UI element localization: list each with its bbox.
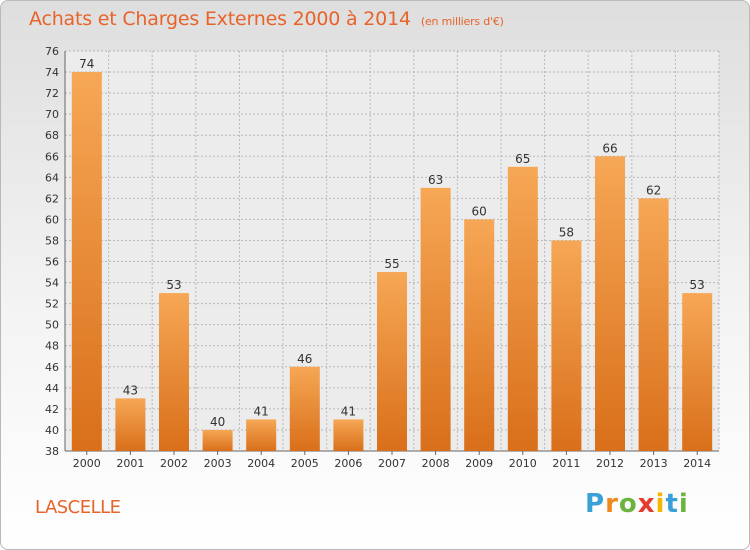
bar-2005 bbox=[289, 366, 320, 451]
bar-2009 bbox=[464, 219, 495, 451]
bar-2003 bbox=[202, 429, 233, 451]
y-tick-label: 42 bbox=[45, 403, 59, 416]
x-tick-label: 2007 bbox=[378, 457, 406, 470]
x-tick-label: 2011 bbox=[552, 457, 580, 470]
y-tick-label: 38 bbox=[45, 445, 59, 458]
y-tick-label: 64 bbox=[45, 171, 59, 184]
logo-letter: t bbox=[665, 489, 679, 519]
x-tick-label: 2012 bbox=[596, 457, 624, 470]
data-label-2006: 41 bbox=[341, 404, 356, 418]
logo-letter: i bbox=[655, 489, 666, 519]
y-tick-label: 54 bbox=[45, 277, 59, 290]
bar-2014 bbox=[682, 293, 713, 451]
bar-2008 bbox=[420, 187, 451, 451]
x-tick-label: 2004 bbox=[247, 457, 275, 470]
bar-2006 bbox=[333, 419, 364, 451]
y-tick-label: 50 bbox=[45, 319, 59, 332]
x-tick-label: 2008 bbox=[422, 457, 450, 470]
logo-letter: o bbox=[618, 489, 638, 519]
y-tick-label: 68 bbox=[45, 129, 59, 142]
data-label-2000: 74 bbox=[79, 57, 94, 71]
y-tick-label: 74 bbox=[45, 66, 59, 79]
bar-2000 bbox=[71, 72, 102, 451]
bar-2012 bbox=[595, 156, 625, 451]
x-tick-label: 2002 bbox=[160, 457, 188, 470]
chart-subtitle: (en milliers d'€) bbox=[420, 15, 504, 28]
y-tick-label: 60 bbox=[45, 213, 59, 226]
data-label-2010: 65 bbox=[515, 152, 530, 166]
data-label-2007: 55 bbox=[384, 257, 399, 271]
x-tick-label: 2006 bbox=[334, 457, 362, 470]
y-tick-label: 66 bbox=[45, 150, 59, 163]
y-tick-label: 70 bbox=[45, 108, 59, 121]
logo-letter: r bbox=[605, 489, 619, 519]
y-tick-label: 52 bbox=[45, 298, 59, 311]
data-label-2014: 53 bbox=[690, 278, 705, 292]
x-tick-label: 2013 bbox=[640, 457, 668, 470]
x-tick-label: 2009 bbox=[465, 457, 493, 470]
y-tick-label: 40 bbox=[45, 424, 59, 437]
data-label-2012: 66 bbox=[602, 141, 617, 155]
bar-2010 bbox=[507, 166, 538, 451]
data-label-2001: 43 bbox=[123, 383, 138, 397]
data-label-2008: 63 bbox=[428, 173, 443, 187]
y-tick-label: 72 bbox=[45, 87, 59, 100]
chart-title: Achats et Charges Externes 2000 à 2014 (e… bbox=[29, 8, 504, 30]
data-label-2002: 53 bbox=[166, 278, 181, 292]
y-tick-label: 62 bbox=[45, 192, 59, 205]
bar-2007 bbox=[377, 272, 407, 451]
logo-letter: x bbox=[637, 489, 656, 519]
y-tick-label: 58 bbox=[45, 234, 59, 247]
x-tick-label: 2005 bbox=[291, 457, 319, 470]
data-label-2003: 40 bbox=[210, 415, 225, 429]
y-tick-label: 46 bbox=[45, 361, 59, 374]
y-tick-label: 48 bbox=[45, 340, 59, 353]
logo-letter: P bbox=[585, 489, 606, 519]
logo-letter: i bbox=[678, 489, 689, 519]
x-tick-label: 2010 bbox=[509, 457, 537, 470]
y-tick-label: 76 bbox=[45, 45, 59, 58]
bar-2013 bbox=[638, 198, 669, 451]
bar-2004 bbox=[246, 419, 277, 451]
y-tick-label: 44 bbox=[45, 382, 59, 395]
x-tick-label: 2000 bbox=[73, 457, 101, 470]
commune-name: LASCELLE bbox=[35, 497, 121, 518]
proxiti-logo: Proxiti bbox=[585, 489, 689, 519]
data-label-2004: 41 bbox=[254, 404, 269, 418]
x-tick-label: 2014 bbox=[683, 457, 711, 470]
data-label-2009: 60 bbox=[472, 204, 487, 218]
x-tick-label: 2001 bbox=[116, 457, 144, 470]
y-tick-label: 56 bbox=[45, 256, 59, 269]
bar-2002 bbox=[159, 293, 189, 451]
x-tick-label: 2003 bbox=[204, 457, 232, 470]
data-label-2011: 58 bbox=[559, 225, 574, 239]
bar-2001 bbox=[115, 398, 146, 451]
title-text: Achats et Charges Externes 2000 à 2014 bbox=[29, 8, 411, 30]
data-label-2005: 46 bbox=[297, 352, 312, 366]
data-label-2013: 62 bbox=[646, 183, 661, 197]
bar-2011 bbox=[551, 240, 582, 451]
